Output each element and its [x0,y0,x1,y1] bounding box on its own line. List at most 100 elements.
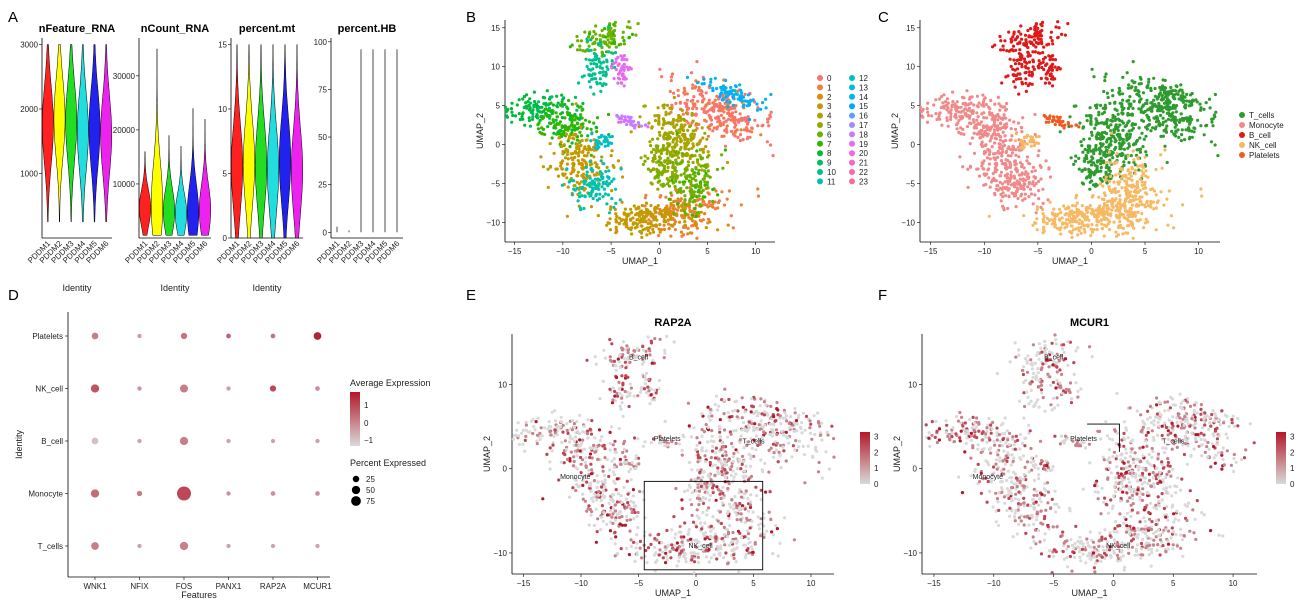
umap-point [650,125,654,129]
umap-point [527,118,532,123]
umap-point [1216,154,1220,158]
umap-point [1054,25,1058,29]
umap-point [681,125,685,129]
umap-point [1106,166,1110,170]
umap-point [739,467,743,471]
umap-point [656,175,660,179]
umap-point [1051,115,1055,119]
umap-point [687,147,691,151]
umap-point [676,94,681,98]
umap-point [971,118,976,122]
umap-point [1009,37,1013,41]
umap-point [764,403,768,407]
umap-point [691,172,696,176]
umap-point [713,456,718,460]
umap-point [610,179,614,183]
umap-point [1090,223,1094,227]
y-tick-label: −10 [493,549,507,558]
umap-point [1062,204,1066,208]
umap-point [555,94,559,98]
umap-point [700,126,704,130]
umap-point [600,172,604,176]
umap-point [759,534,763,538]
umap-point [1045,62,1049,66]
umap-point [1162,203,1166,207]
umap-point [1127,98,1131,102]
umap-point [1074,123,1078,127]
umap-point [982,167,986,171]
umap-point [532,90,537,94]
umap-point [698,471,702,475]
umap-point [1095,133,1099,137]
umap-point [1012,80,1016,84]
umap-point [1136,164,1140,168]
umap-point [713,98,717,102]
umap-point [1118,202,1122,206]
umap-point [1138,177,1142,181]
umap-point [657,211,661,215]
x-tick-label: 0 [694,579,699,588]
umap-point [600,66,605,70]
umap-point [576,39,580,43]
umap-point [1137,168,1141,172]
umap-point [710,414,714,418]
umap-point [1139,97,1143,101]
umap-point [596,214,601,218]
umap-point [734,104,738,108]
umap-point [1144,186,1148,190]
umap-point [678,130,682,134]
umap-point [513,114,518,118]
umap-point [638,210,642,214]
umap-point [722,203,727,207]
legend-label: 8 [827,149,832,158]
umap-point [1116,125,1120,129]
umap-point [688,498,692,502]
umap-point [1003,194,1008,198]
umap-point [605,165,609,169]
umap-point [1112,162,1116,166]
y-axis-title: Identity [14,429,24,459]
umap-point [1169,107,1173,111]
umap-point [709,478,713,482]
umap-point [521,97,525,101]
dot-b_cell-panx1 [226,438,231,444]
umap-point [572,161,576,165]
umap-point [684,212,688,216]
umap-point [1108,101,1112,105]
umap-point [746,537,751,541]
umap-point [1023,71,1027,75]
umap-point [710,449,715,453]
umap-point [1187,104,1191,108]
umap-point [594,125,598,129]
umap-point [1067,206,1071,210]
umap-point [726,93,730,97]
umap-point [1077,125,1081,129]
umap-point [725,197,729,201]
umap-point [692,95,696,99]
umap-point [1077,208,1081,212]
umap-point [750,397,754,401]
violin-pddm4 [76,44,89,223]
umap-point [1159,134,1163,138]
umap-point [1009,154,1013,158]
umap-point [806,444,810,448]
umap-point [1172,118,1176,122]
umap-point [609,207,613,211]
umap-point [1037,149,1041,153]
umap-point [546,185,550,189]
umap-point [1017,155,1021,159]
umap-point [559,140,563,144]
umap-point [736,409,740,413]
umap-point [972,151,977,155]
violin-title: nCount_RNA [141,23,209,35]
umap-point [683,202,688,206]
umap-point [570,141,574,145]
legend-swatch [817,131,823,138]
umap-point [509,107,514,111]
umap-point [662,164,667,168]
umap-point [775,432,779,437]
umap-point [708,482,712,487]
umap-point [1095,227,1099,231]
umap-point [715,86,719,91]
umap-point [624,118,628,122]
